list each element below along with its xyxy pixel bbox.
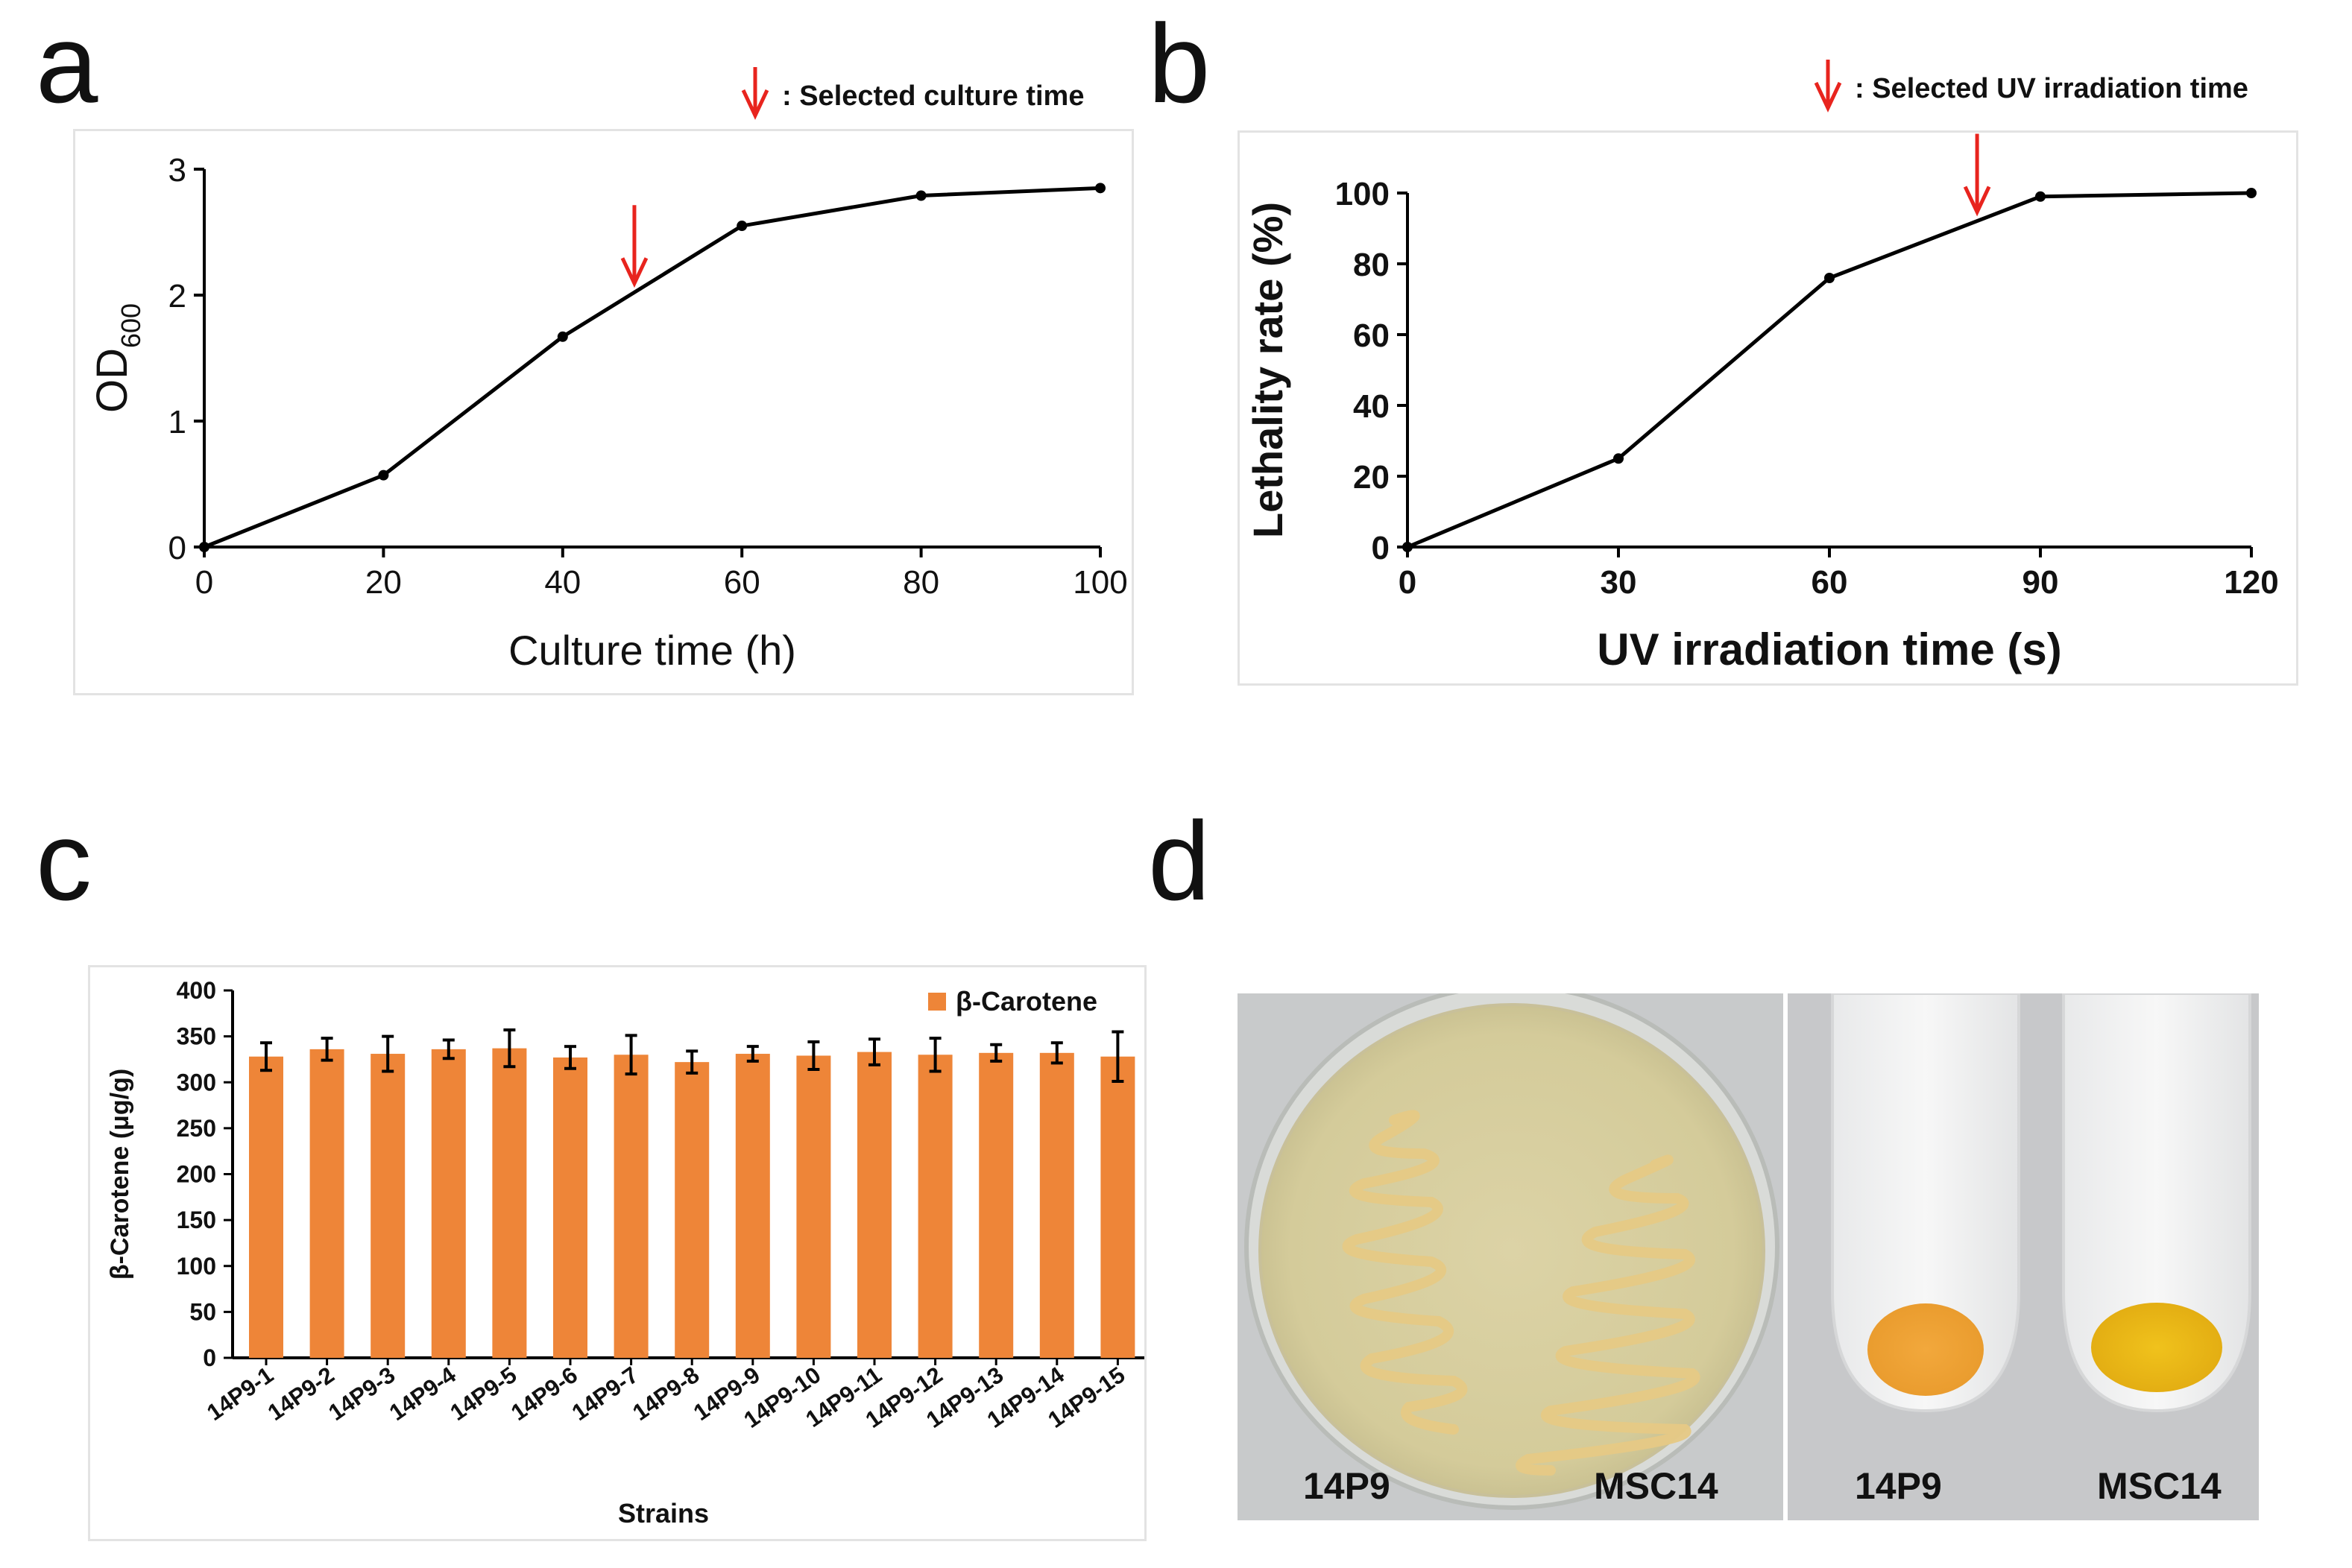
a-x-axis-label: Culture time (h) bbox=[508, 627, 796, 674]
c-bar bbox=[371, 1054, 406, 1358]
c-bar bbox=[979, 1052, 1014, 1358]
c-bar bbox=[492, 1048, 527, 1358]
a-x-tick-label: 20 bbox=[365, 564, 402, 601]
c-bar bbox=[796, 1055, 831, 1358]
a-data-point bbox=[378, 470, 389, 481]
c-x-tick-label: 14P9-8 bbox=[628, 1362, 704, 1426]
c-bar bbox=[553, 1057, 587, 1358]
b-y-axis-label: Lethality rate (%) bbox=[1244, 202, 1291, 538]
a-x-tick-label: 60 bbox=[724, 564, 760, 601]
c-y-tick-label: 200 bbox=[177, 1161, 216, 1188]
a-x-tick-label: 0 bbox=[195, 564, 213, 601]
c-y-tick-label: 50 bbox=[189, 1298, 216, 1325]
c-bar bbox=[1039, 1052, 1074, 1358]
b-x-tick-label: 30 bbox=[1601, 564, 1637, 601]
b-data-point bbox=[1824, 273, 1835, 283]
a-y-tick-label: 0 bbox=[168, 530, 186, 566]
b-data-point bbox=[2035, 191, 2046, 202]
c-y-tick-label: 150 bbox=[177, 1207, 216, 1233]
c-bar bbox=[249, 1056, 283, 1358]
c-x-tick-label: 14P9-7 bbox=[567, 1362, 643, 1426]
tubes-photo: 14P9 MSC14 bbox=[1788, 993, 2259, 1520]
plate-label-msc14: MSC14 bbox=[1594, 1465, 1718, 1507]
b-data-point bbox=[1613, 453, 1624, 464]
b-selected-arrow-head bbox=[1963, 186, 1991, 217]
b-y-tick-label: 0 bbox=[1372, 530, 1390, 566]
a-y-axis-label-subscript: 600 bbox=[116, 303, 146, 348]
tube-label-msc14: MSC14 bbox=[2097, 1465, 2222, 1507]
c-x-tick-label: 14P9-6 bbox=[506, 1362, 582, 1426]
c-x-tick-label: 14P9-5 bbox=[445, 1362, 521, 1426]
c-x-axis-label: Strains bbox=[618, 1498, 709, 1529]
panel-letter-d: d bbox=[1148, 798, 1211, 923]
petri-dish-image bbox=[1238, 993, 1783, 1520]
c-bar bbox=[431, 1049, 466, 1358]
b-data-point bbox=[1402, 542, 1413, 552]
a-x-tick-label: 40 bbox=[544, 564, 581, 601]
tube-label-14p9: 14P9 bbox=[1855, 1465, 1942, 1507]
a-series-line bbox=[204, 186, 1101, 549]
c-legend-swatch bbox=[928, 993, 946, 1011]
a-data-point bbox=[1095, 183, 1106, 194]
plate-label-14p9: 14P9 bbox=[1303, 1465, 1390, 1507]
test-tubes-image bbox=[1788, 993, 2259, 1520]
b-x-tick-label: 60 bbox=[1812, 564, 1848, 601]
c-y-tick-label: 250 bbox=[177, 1115, 216, 1142]
a-data-point bbox=[199, 542, 209, 552]
a-data-point bbox=[737, 221, 748, 232]
c-bar bbox=[675, 1062, 710, 1358]
c-y-tick-label: 400 bbox=[177, 977, 216, 1004]
b-y-tick-label: 60 bbox=[1353, 317, 1390, 354]
a-legend-label: : Selected culture time bbox=[782, 80, 1084, 112]
c-bar bbox=[309, 1049, 344, 1358]
b-y-tick-label: 20 bbox=[1353, 459, 1390, 496]
b-x-axis-label: UV irradiation time (s) bbox=[1597, 625, 2061, 674]
b-x-tick-label: 120 bbox=[2224, 564, 2278, 601]
a-selected-arrow-head bbox=[620, 257, 649, 288]
c-bar bbox=[614, 1055, 649, 1358]
panel-letter-b: b bbox=[1148, 1, 1211, 126]
plate-photo: 14P9 MSC14 bbox=[1238, 993, 1783, 1520]
c-bar bbox=[735, 1054, 770, 1358]
c-y-tick-label: 0 bbox=[203, 1344, 216, 1371]
c-bar bbox=[1100, 1056, 1135, 1358]
a-y-tick-label: 3 bbox=[168, 152, 186, 189]
c-bar bbox=[918, 1055, 953, 1358]
b-legend-label: : Selected UV irradiation time bbox=[1855, 73, 2248, 104]
a-data-point bbox=[915, 190, 927, 201]
b-data-point bbox=[2246, 188, 2257, 198]
a-y-tick-label: 2 bbox=[168, 278, 186, 314]
b-y-tick-label: 40 bbox=[1353, 388, 1390, 425]
a-legend-arrow-head bbox=[741, 89, 769, 120]
panel-b-frame bbox=[1238, 130, 2298, 686]
c-legend-label: β-Carotene bbox=[956, 986, 1097, 1017]
b-x-tick-label: 90 bbox=[2022, 564, 2059, 601]
b-y-tick-label: 80 bbox=[1353, 247, 1390, 283]
a-data-point bbox=[557, 331, 568, 342]
panel-c-frame bbox=[88, 965, 1147, 1541]
panel-letter-a: a bbox=[36, 1, 98, 126]
b-legend-arrow-head bbox=[1814, 81, 1842, 113]
c-y-tick-label: 350 bbox=[177, 1023, 216, 1050]
a-y-tick-label: 1 bbox=[168, 404, 186, 440]
c-y-axis-label: β-Carotene (μg/g) bbox=[106, 1069, 134, 1280]
a-x-tick-label: 80 bbox=[903, 564, 939, 601]
a-x-tick-label: 100 bbox=[1073, 564, 1127, 601]
b-y-tick-label: 100 bbox=[1335, 176, 1390, 212]
c-x-tick-label: 14P9-4 bbox=[385, 1362, 461, 1426]
panel-letter-c: c bbox=[36, 798, 92, 923]
c-y-tick-label: 100 bbox=[177, 1253, 216, 1280]
c-y-tick-label: 300 bbox=[177, 1069, 216, 1096]
c-bar bbox=[857, 1052, 892, 1358]
b-x-tick-label: 0 bbox=[1399, 564, 1416, 601]
c-x-tick-label: 14P9-3 bbox=[324, 1362, 400, 1426]
panel-a-frame bbox=[73, 129, 1134, 695]
c-x-tick-label: 14P9-2 bbox=[263, 1362, 339, 1426]
